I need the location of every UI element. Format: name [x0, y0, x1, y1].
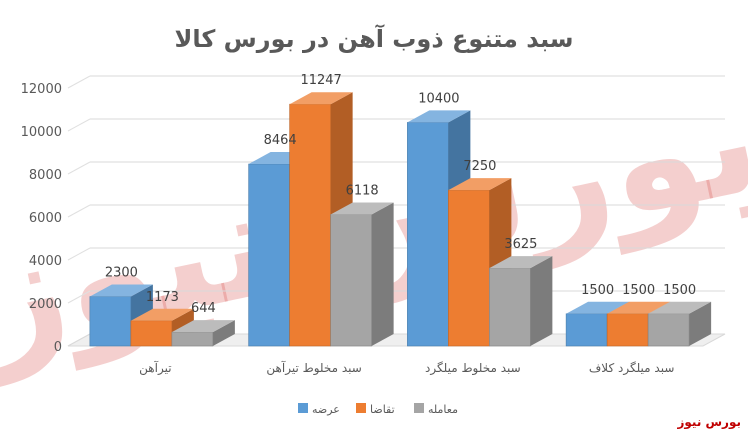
x-tick-label: سبد مخلوط میلگرد — [425, 361, 521, 376]
chart-title: سبد متنوع ذوب آهن در بورس کالا — [174, 24, 573, 53]
data-label: 6118 — [346, 183, 379, 198]
bar-top — [130, 308, 194, 321]
bar-top — [607, 301, 671, 314]
bar-front — [565, 313, 608, 347]
brand-logo-text: بورس نیوز — [676, 415, 741, 430]
bar-top — [289, 92, 353, 105]
legend-swatch — [298, 403, 308, 413]
bar-front — [130, 320, 173, 347]
legend-label: معامله — [428, 403, 458, 416]
legend-swatch — [414, 403, 424, 413]
data-label: 8464 — [264, 133, 297, 148]
bar-top — [448, 178, 512, 191]
bar-3-2 — [330, 202, 394, 347]
bar-top — [407, 110, 471, 123]
data-label: 644 — [191, 301, 216, 316]
bar-top — [489, 256, 553, 269]
bar-front — [171, 331, 214, 347]
y-tick-label: 0 — [54, 340, 62, 355]
gridline-diag — [67, 204, 91, 218]
bar-top — [89, 284, 153, 297]
x-tick-label: سبد مخلوط تیرآهن — [266, 360, 361, 376]
bar-front — [248, 163, 290, 347]
legend-item-1: عرضه — [298, 403, 340, 416]
legend-item-3: معامله — [414, 403, 458, 416]
bar-front — [289, 103, 331, 347]
bar-side — [530, 256, 553, 346]
y-tick-label: 2000 — [29, 297, 62, 312]
bar-front — [647, 313, 690, 347]
data-label: 1500 — [622, 283, 655, 298]
bar-top — [171, 320, 235, 333]
x-tick-label: سبد میلگرد کلاف — [589, 361, 675, 376]
bar-front — [407, 122, 449, 347]
bar-top — [566, 301, 630, 314]
bar-front — [448, 189, 490, 347]
data-label: 2300 — [105, 266, 138, 281]
gridline-diag — [67, 161, 91, 175]
legend-label: عرضه — [312, 403, 340, 416]
legend-swatch — [356, 403, 366, 413]
gridline-diag — [67, 118, 91, 132]
x-axis: تیرآهن سبد مخلوط تیرآهن سبد مخلوط میلگرد سب… — [139, 360, 674, 376]
y-tick-label: 4000 — [29, 254, 62, 269]
data-label: 1173 — [146, 290, 179, 305]
bar-side — [371, 202, 394, 346]
bar-3-1 — [171, 320, 235, 347]
data-label: 3625 — [504, 237, 537, 252]
y-tick-label: 12000 — [21, 82, 62, 97]
bar-front — [489, 267, 531, 347]
x-tick-label: تیرآهن — [139, 360, 171, 376]
gridline-diag — [67, 290, 91, 304]
legend-item-2: تقاضا — [356, 403, 395, 416]
bar-side — [212, 320, 235, 346]
gridline-diag — [67, 247, 91, 261]
bars — [89, 92, 712, 347]
y-tick-label: 6000 — [29, 211, 62, 226]
bar-top — [648, 301, 712, 314]
bar-front — [606, 313, 649, 347]
data-label: 10400 — [418, 91, 459, 106]
gridline-diag — [67, 75, 91, 89]
y-tick-label: 8000 — [29, 168, 62, 183]
data-label: 7250 — [463, 159, 496, 174]
data-label: 11247 — [300, 73, 341, 88]
bar-3-3 — [489, 256, 553, 347]
legend: عرضه تقاضا معامله — [298, 403, 458, 416]
bar-top — [330, 202, 394, 215]
legend-label: تقاضا — [370, 403, 395, 416]
bar-3-4 — [647, 301, 712, 347]
bar-front — [330, 214, 372, 347]
data-label: 1500 — [581, 283, 614, 298]
y-axis: 0 2000 4000 6000 8000 10000 12000 — [21, 82, 62, 355]
bar-side — [689, 301, 712, 346]
bar-front — [89, 296, 132, 347]
data-labels: 2300 1173 644 8464 11247 6118 10400 7250 3625 150… — [105, 73, 696, 316]
data-label: 1500 — [663, 283, 696, 298]
y-tick-label: 10000 — [21, 125, 62, 140]
